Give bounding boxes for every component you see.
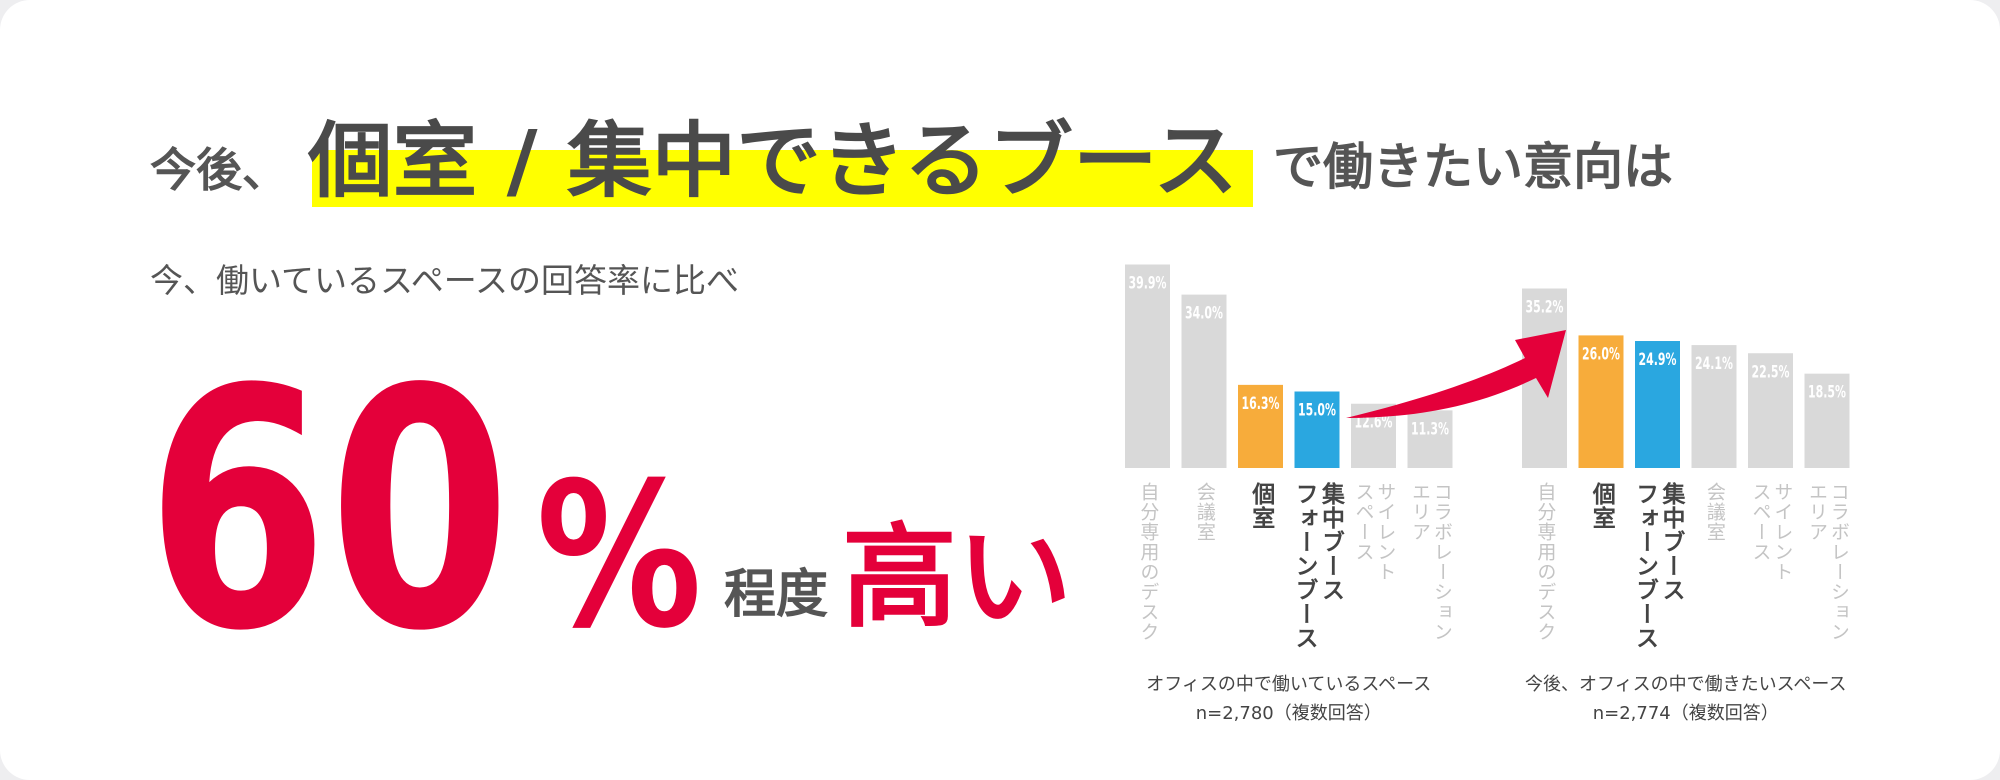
category-label: 個室 — [1588, 482, 1615, 530]
value-label: 24.1% — [1695, 354, 1733, 374]
bar — [1578, 335, 1624, 468]
headline-tail: で働きたい意向は — [1273, 138, 1673, 196]
highlight-band — [312, 150, 1253, 207]
value-label: 35.2% — [1526, 297, 1564, 317]
value-label: 26.0% — [1582, 344, 1620, 364]
chart-note: n=2,780（複数回答） — [1196, 703, 1382, 724]
big-number: 60 — [146, 319, 511, 703]
value-label: 24.9% — [1639, 350, 1677, 370]
bar — [1238, 384, 1283, 468]
value-label: 39.9% — [1129, 274, 1167, 294]
trend-arrow — [1346, 330, 1566, 418]
bar — [1125, 264, 1170, 468]
value-label: 16.3% — [1242, 394, 1280, 414]
big-unit: % — [536, 440, 702, 673]
category-label: 自分専用のデスク — [1137, 482, 1160, 642]
bar — [1294, 391, 1340, 468]
category-label: コラボレーション エリア — [1806, 482, 1850, 642]
category-label: 集中ブース フォーンブース — [1631, 482, 1684, 650]
bar — [1804, 373, 1850, 468]
value-label: 11.3% — [1411, 419, 1449, 439]
category-label: 集中ブース フォーンブース — [1291, 482, 1344, 650]
category-label: サイレント スペース — [1352, 482, 1397, 582]
value-label: 15.0% — [1298, 401, 1336, 421]
category-label: 会議室 — [1193, 482, 1216, 542]
bar — [1748, 353, 1793, 468]
value-label: 34.0% — [1185, 304, 1223, 324]
bar — [1181, 294, 1227, 468]
subtitle: 今、働いているスペースの回答率に比べ — [150, 261, 739, 300]
bar — [1635, 341, 1680, 468]
chart-note: n=2,774（複数回答） — [1593, 703, 1779, 724]
category-label: コラボレーション エリア — [1409, 482, 1453, 642]
bar — [1407, 410, 1453, 468]
value-label: 12.6% — [1355, 413, 1393, 433]
category-label: 会議室 — [1703, 482, 1726, 542]
value-label: 22.5% — [1752, 362, 1790, 382]
category-label: サイレント スペース — [1749, 482, 1794, 582]
conclusion: 高い — [842, 513, 1072, 643]
chart-title: オフィスの中で働いているスペース — [1146, 674, 1431, 695]
category-label: 自分専用のデスク — [1534, 482, 1557, 642]
chart-title: 今後、オフィスの中で働きたいスペース — [1525, 674, 1846, 695]
headline-lead: 今後、 — [150, 143, 288, 197]
headline-highlight: 個室 / 集中できるブース — [307, 114, 1238, 209]
bar — [1691, 345, 1737, 468]
value-label: 18.5% — [1808, 383, 1846, 403]
category-label: 個室 — [1247, 482, 1274, 530]
degree: 程度 — [724, 565, 828, 625]
